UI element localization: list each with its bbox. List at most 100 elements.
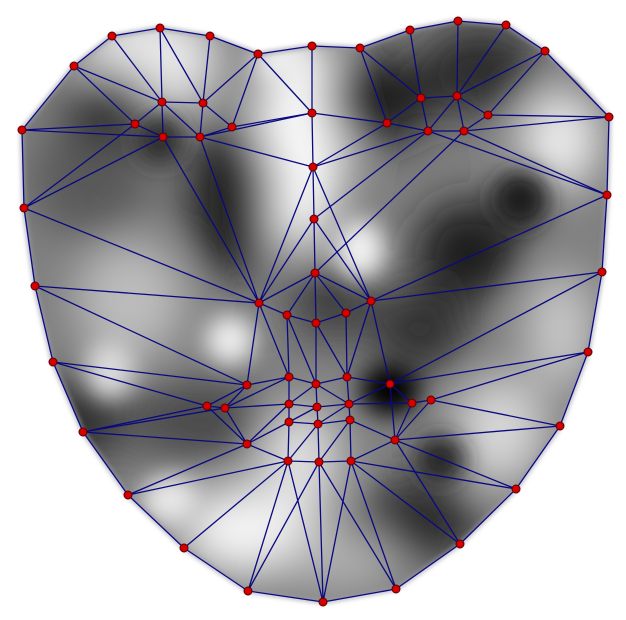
- mesh-edge: [348, 402, 413, 405]
- mesh-edge: [311, 112, 388, 124]
- mesh-edge: [199, 136, 260, 304]
- mesh-edge: [389, 271, 603, 385]
- mesh-edge: [350, 460, 397, 590]
- mesh-edge: [287, 423, 319, 462]
- mesh-edge: [127, 460, 289, 496]
- mesh-edge: [224, 407, 248, 445]
- mesh-edge: [111, 35, 163, 103]
- landmark-point: [355, 43, 365, 53]
- mesh-edge: [224, 376, 290, 409]
- mesh-edge: [606, 116, 610, 196]
- mesh-edge: [459, 488, 517, 545]
- mesh-edge: [286, 314, 290, 378]
- mesh-edge: [316, 403, 350, 408]
- mesh-edge: [161, 101, 204, 104]
- texture-blob: [370, 285, 470, 375]
- landmark-point: [314, 457, 324, 467]
- landmark-point: [107, 31, 117, 41]
- mesh-edge: [463, 130, 608, 196]
- mesh-edge: [345, 300, 372, 314]
- landmark-point: [342, 372, 352, 382]
- mesh-edge: [427, 95, 458, 132]
- mesh-edge: [318, 461, 324, 603]
- mesh-edge: [463, 114, 489, 132]
- mesh-edge: [457, 20, 507, 26]
- mesh-edge: [258, 166, 314, 304]
- mesh-edge: [463, 116, 610, 132]
- landmark-point: [242, 380, 252, 390]
- mesh-edge: [258, 218, 315, 304]
- landmark-point: [426, 395, 436, 405]
- landmark-point: [69, 61, 79, 71]
- texture-blob: [75, 240, 185, 360]
- mesh-edge: [318, 461, 397, 590]
- mesh-edge: [52, 361, 208, 407]
- mesh-edge: [82, 431, 248, 445]
- mesh-edge: [315, 322, 348, 378]
- landmark-point: [253, 49, 263, 59]
- landmark-point: [243, 586, 253, 596]
- mesh-edge: [314, 130, 465, 274]
- mesh-edge: [318, 419, 351, 463]
- landmark-point: [17, 125, 27, 135]
- mesh-edge: [346, 376, 391, 385]
- mesh-edge: [258, 302, 290, 378]
- texture-blob: [255, 30, 345, 250]
- landmark-point: [501, 20, 511, 30]
- landmark-point: [307, 41, 317, 51]
- texture-blob: [130, 380, 270, 460]
- mesh-edge: [313, 218, 372, 302]
- landmark-point: [284, 417, 294, 427]
- landmark-point: [602, 190, 612, 200]
- texture-blob: [455, 375, 545, 485]
- mesh-edge: [350, 439, 396, 462]
- mesh-edge: [286, 314, 317, 385]
- landmark-point: [540, 46, 550, 56]
- mesh-edge: [257, 53, 313, 114]
- mesh-edge: [247, 460, 289, 592]
- mesh-edge: [288, 383, 317, 405]
- landmark-point: [283, 456, 293, 466]
- landmark-point: [202, 401, 212, 411]
- mesh-edge: [287, 421, 290, 462]
- landmark-point: [407, 398, 417, 408]
- texture-blob: [525, 270, 595, 390]
- mesh-edge: [52, 361, 248, 386]
- landmark-point: [220, 403, 230, 413]
- mesh-edge: [487, 50, 546, 116]
- mesh-edge: [246, 403, 290, 445]
- mesh-edge: [345, 312, 348, 378]
- mesh-edge: [394, 402, 413, 441]
- mesh-edge: [430, 399, 561, 427]
- mesh-edge: [359, 29, 411, 49]
- mesh-edge: [318, 460, 352, 463]
- texture-blob: [335, 220, 385, 280]
- mesh-edge: [224, 384, 248, 409]
- mesh-edge: [202, 35, 211, 104]
- mesh-edge: [430, 351, 589, 401]
- landmark-point: [157, 97, 167, 107]
- landmark-point: [583, 347, 593, 357]
- mesh-edge: [246, 421, 290, 445]
- mesh-edge: [370, 300, 391, 385]
- landmark-point: [19, 203, 29, 213]
- landmark-point: [30, 281, 40, 291]
- mesh-edge: [394, 399, 432, 441]
- mesh-edge: [317, 423, 320, 463]
- mesh-edge: [127, 494, 185, 549]
- mesh-edge: [288, 403, 318, 408]
- mesh-edge: [427, 130, 608, 196]
- mesh-edge: [505, 24, 546, 52]
- mesh-edge: [258, 272, 316, 304]
- mesh-edge: [159, 27, 163, 103]
- mesh-edge: [315, 376, 348, 385]
- landmark-point: [179, 543, 189, 553]
- mesh-edge: [389, 383, 413, 404]
- mesh-edge: [456, 24, 507, 97]
- mesh-edge: [394, 425, 561, 441]
- mesh-edge: [313, 218, 316, 274]
- landmark-point: [282, 310, 292, 320]
- texture-blob: [415, 200, 525, 300]
- mesh-edge: [73, 65, 136, 125]
